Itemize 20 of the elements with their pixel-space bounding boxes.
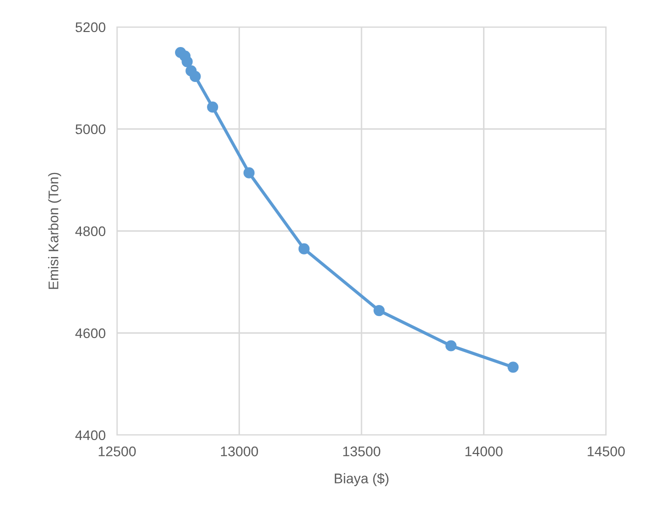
x-tick-label: 14500 <box>588 446 625 456</box>
point <box>508 362 519 373</box>
point <box>445 340 457 352</box>
x-tick-label: 14000 <box>466 446 503 456</box>
point <box>190 70 201 82</box>
y-tick-label: 4600 <box>75 328 106 338</box>
x-axis-title: Biaya ($) <box>334 472 388 486</box>
x-tick-label: 13500 <box>343 446 380 456</box>
point <box>182 56 193 68</box>
point <box>243 167 255 178</box>
y-tick-label: 4400 <box>75 430 106 440</box>
x-tick-label: 13000 <box>221 446 258 456</box>
x-tick-label: 12500 <box>98 446 136 456</box>
y-tick-label: 5000 <box>76 124 106 134</box>
point <box>207 102 218 113</box>
y-tick-label: 5200 <box>76 22 106 32</box>
point <box>374 305 385 316</box>
y-axis-title: Emisi Karbon (Ton) <box>48 172 62 289</box>
y-tick-label: 4800 <box>75 226 106 236</box>
point <box>298 243 310 254</box>
